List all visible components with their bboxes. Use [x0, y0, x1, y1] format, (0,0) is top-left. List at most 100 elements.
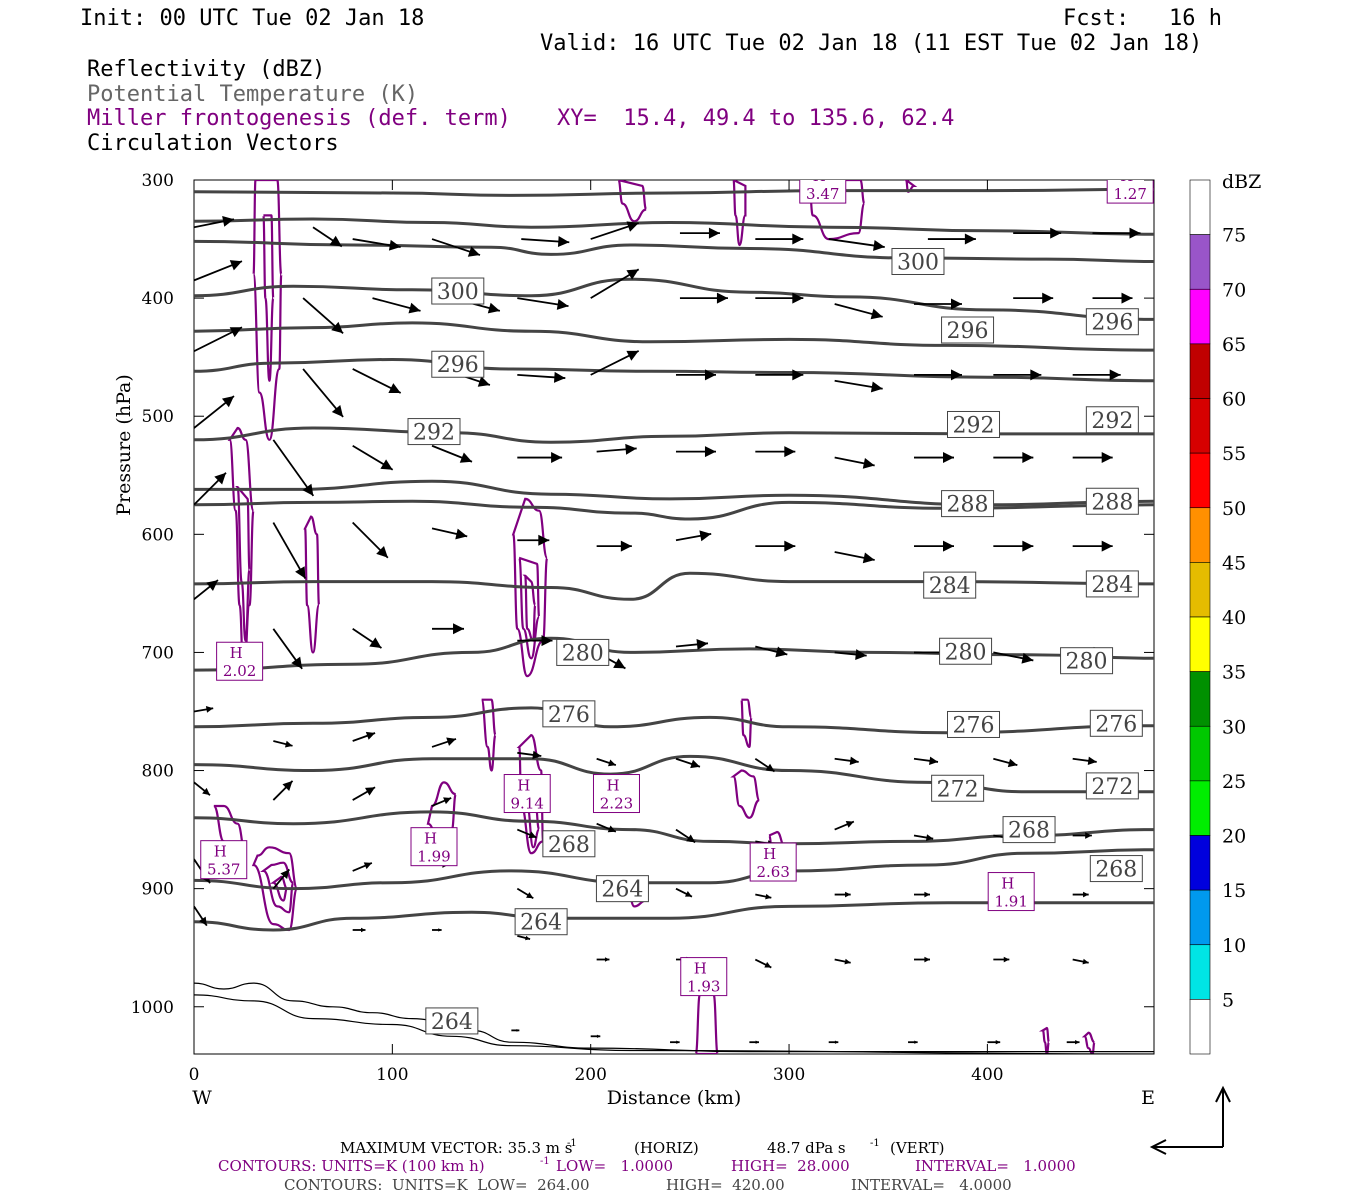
- fronto-contour: [235, 485, 251, 642]
- circulation-vector: [590, 1034, 601, 1038]
- isentrope-label: 280: [1060, 647, 1114, 675]
- init-time: Init: 00 UTC Tue 02 Jan 18: [80, 6, 424, 31]
- circulation-vector: [352, 368, 402, 394]
- circulation-vector: [1013, 227, 1062, 239]
- colorbar-level: 30: [1222, 716, 1246, 738]
- colorbar-level: 70: [1222, 279, 1246, 301]
- circulation-vector: [517, 635, 553, 647]
- circulation-vector: [754, 958, 772, 969]
- svg-text:296: 296: [947, 319, 989, 344]
- circulation-vector: [755, 446, 796, 458]
- circulation-vector: [1072, 756, 1097, 766]
- fronto-contour: [480, 698, 497, 772]
- circulation-vector: [675, 369, 716, 381]
- colorbar-level: 55: [1222, 443, 1246, 465]
- colorbar-segment: [1189, 507, 1211, 563]
- svg-text:280: 280: [562, 641, 604, 666]
- circulation-vector: [431, 444, 473, 463]
- isentrope-label: 296: [1085, 308, 1139, 336]
- isentrope-label: 300: [891, 247, 945, 275]
- fronto-max-label: H1.99: [410, 827, 458, 867]
- circulation-vector: [914, 452, 954, 464]
- x-tick-label: 200: [574, 1065, 606, 1085]
- circulation-vector: [834, 820, 855, 831]
- fronto-contour: [303, 515, 321, 654]
- circulation-vector: [590, 268, 640, 299]
- isentrope-label: 264: [514, 908, 568, 936]
- fronto-max-label: H1.91: [987, 872, 1035, 912]
- circulation-vector: [993, 956, 1010, 963]
- svg-text:9.14: 9.14: [511, 795, 544, 813]
- circulation-vector: [272, 439, 315, 497]
- circulation-vector: [749, 1040, 759, 1044]
- reference-vector-icon: [1149, 1085, 1231, 1155]
- fronto-contour: [740, 698, 753, 749]
- isentrope-268: [194, 810, 1154, 846]
- circulation-vector: [834, 456, 875, 469]
- circulation-vector: [908, 1040, 918, 1044]
- circulation-vector: [993, 369, 1042, 381]
- plot-area: 300 300 296 296 296 292 292 292 288 288 284 284 280 2…: [194, 167, 1154, 1054]
- colorbar-segment: [1189, 398, 1211, 454]
- circulation-vector: [1072, 891, 1089, 898]
- circulation-vector: [914, 540, 954, 552]
- fronto-contour: [260, 861, 295, 914]
- isentrope-label: 288: [1085, 487, 1139, 515]
- fronto-max-label: H1.27: [1106, 167, 1154, 204]
- circulation-vector: [670, 1040, 680, 1044]
- svg-text:300: 300: [437, 280, 479, 305]
- reflectivity-colorbar: 5 10 15 20 25 30 35 40 45 50 55 60 65 70 75: [1189, 179, 1246, 1055]
- fronto-contour: [518, 556, 541, 660]
- footer-fronto-high: HIGH= 28.000: [731, 1157, 850, 1175]
- colorbar-level: 50: [1222, 498, 1246, 520]
- colorbar-level: 35: [1222, 662, 1246, 684]
- svg-text:292: 292: [413, 421, 455, 446]
- circulation-vector: [675, 828, 696, 844]
- circulation-vector: [517, 297, 569, 310]
- svg-text:1.27: 1.27: [1113, 185, 1146, 203]
- svg-text:272: 272: [937, 777, 979, 802]
- circulation-vector: [834, 756, 859, 766]
- y-axis-label: Pressure (hPa): [113, 374, 135, 516]
- x-tick-label: 300: [773, 1065, 805, 1085]
- circulation-vector: [517, 371, 566, 383]
- svg-text:H: H: [1120, 167, 1133, 185]
- fronto-contour: [732, 180, 747, 247]
- circulation-vector: [755, 893, 772, 900]
- forecast-hour: Fcst: 16 h: [1063, 6, 1222, 31]
- svg-text:276: 276: [548, 703, 590, 728]
- isentrope-264: [194, 848, 1154, 891]
- svg-text:2.02: 2.02: [223, 662, 256, 680]
- svg-text:1.99: 1.99: [417, 848, 450, 866]
- circulation-vector: [516, 828, 537, 839]
- contour-labels: 300 300 296 296 296 292 292 292 288 288 284 284 280 2…: [200, 167, 1154, 1035]
- circulation-vector: [590, 350, 640, 376]
- svg-text:296: 296: [437, 353, 479, 378]
- fronto-contour: [252, 180, 283, 441]
- colorbar-level: 65: [1222, 334, 1246, 356]
- fronto-max-label: H5.37: [200, 840, 248, 880]
- colorbar-segment: [1189, 234, 1211, 290]
- y-tick-label: 600: [142, 525, 174, 545]
- circulation-vector: [828, 238, 885, 251]
- circulation-vector: [352, 786, 376, 801]
- y-tick-label: 900: [142, 880, 174, 900]
- fronto-max-label: H2.63: [749, 842, 797, 882]
- circulation-vector: [914, 369, 962, 381]
- svg-text:300: 300: [897, 250, 939, 275]
- svg-text:276: 276: [1095, 712, 1137, 737]
- circulation-vector: [352, 238, 401, 251]
- circulation-vector: [194, 905, 208, 927]
- circulation-vector: [675, 446, 716, 458]
- circulation-vector: [834, 958, 851, 965]
- circulation-vector: [517, 452, 563, 464]
- svg-text:288: 288: [1091, 490, 1133, 515]
- svg-text:276: 276: [953, 713, 995, 738]
- svg-text:H: H: [230, 644, 243, 662]
- circulation-vector: [834, 303, 883, 320]
- footer-fronto-units: CONTOURS: UNITS=K (100 km h): [218, 1157, 485, 1175]
- isentrope-262: [194, 901, 1154, 932]
- svg-text:292: 292: [953, 413, 995, 438]
- isentrope-label: 296: [941, 316, 995, 344]
- circulation-vector: [1072, 369, 1121, 381]
